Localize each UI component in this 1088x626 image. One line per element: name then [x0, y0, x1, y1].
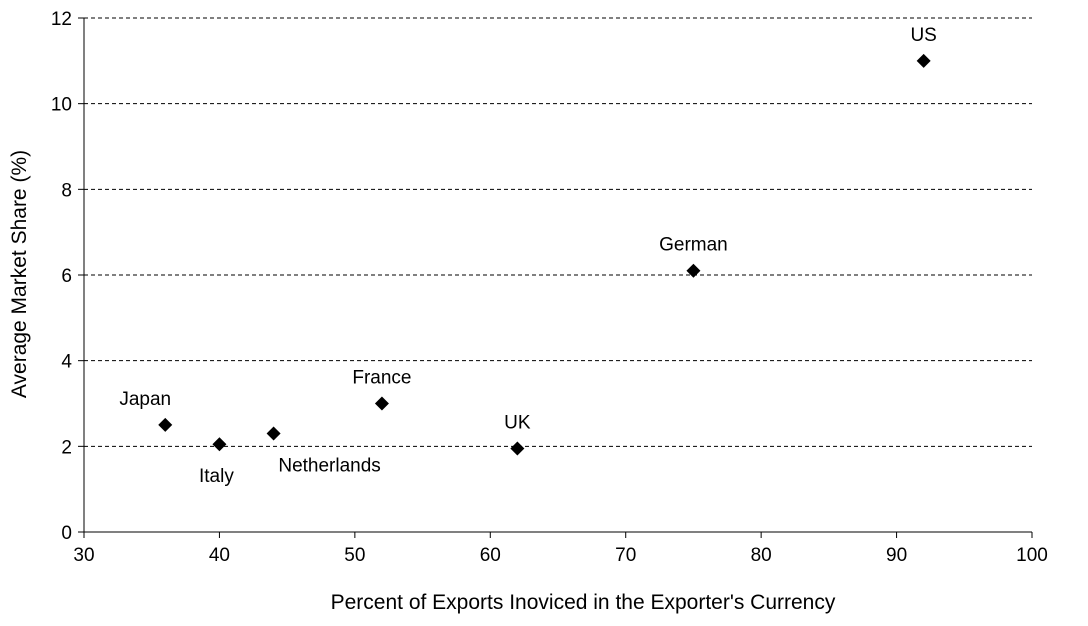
- point-italy: [212, 437, 227, 452]
- x-tick-label: 50: [344, 545, 365, 566]
- axes: [78, 17, 1033, 538]
- y-tick-label: 10: [51, 95, 72, 116]
- point-uk: [510, 441, 525, 456]
- point-german: [686, 263, 701, 278]
- y-tick-label: 8: [61, 180, 72, 201]
- point-label-german: German: [659, 235, 728, 256]
- x-tick-label: 100: [1016, 545, 1048, 566]
- tick-labels: 0 2 4 6 8 10 12 30 40 50 60 70 80 90 100: [51, 9, 1048, 566]
- point-label-france: France: [352, 368, 411, 389]
- point-label-netherlands: Netherlands: [278, 455, 380, 476]
- x-tick-label: 30: [73, 545, 94, 566]
- x-tick-label: 60: [480, 545, 501, 566]
- y-axis-title: Average Market Share (%): [8, 150, 31, 398]
- y-tick-label: 6: [61, 266, 72, 287]
- y-tick-label: 12: [51, 9, 72, 30]
- x-tick-label: 40: [209, 545, 230, 566]
- y-tick-label: 0: [61, 523, 72, 544]
- point-label-uk: UK: [504, 412, 531, 433]
- x-tick-label: 80: [751, 545, 772, 566]
- y-tick-label: 2: [61, 437, 72, 458]
- point-label-us: US: [910, 25, 936, 46]
- data-points: [158, 53, 931, 456]
- point-label-japan: Japan: [119, 389, 171, 410]
- point-japan: [158, 417, 173, 432]
- gridlines: [84, 17, 1032, 447]
- y-tick-label: 4: [61, 352, 72, 373]
- point-labels: Japan Italy Netherlands France UK German US: [119, 25, 936, 487]
- point-france: [374, 396, 389, 411]
- x-axis-title: Percent of Exports Inoviced in the Expor…: [331, 591, 836, 614]
- x-tick-label: 90: [886, 545, 907, 566]
- point-us: [916, 53, 931, 68]
- point-netherlands: [266, 426, 281, 441]
- point-label-italy: Italy: [199, 466, 234, 487]
- x-tick-label: 70: [615, 545, 636, 566]
